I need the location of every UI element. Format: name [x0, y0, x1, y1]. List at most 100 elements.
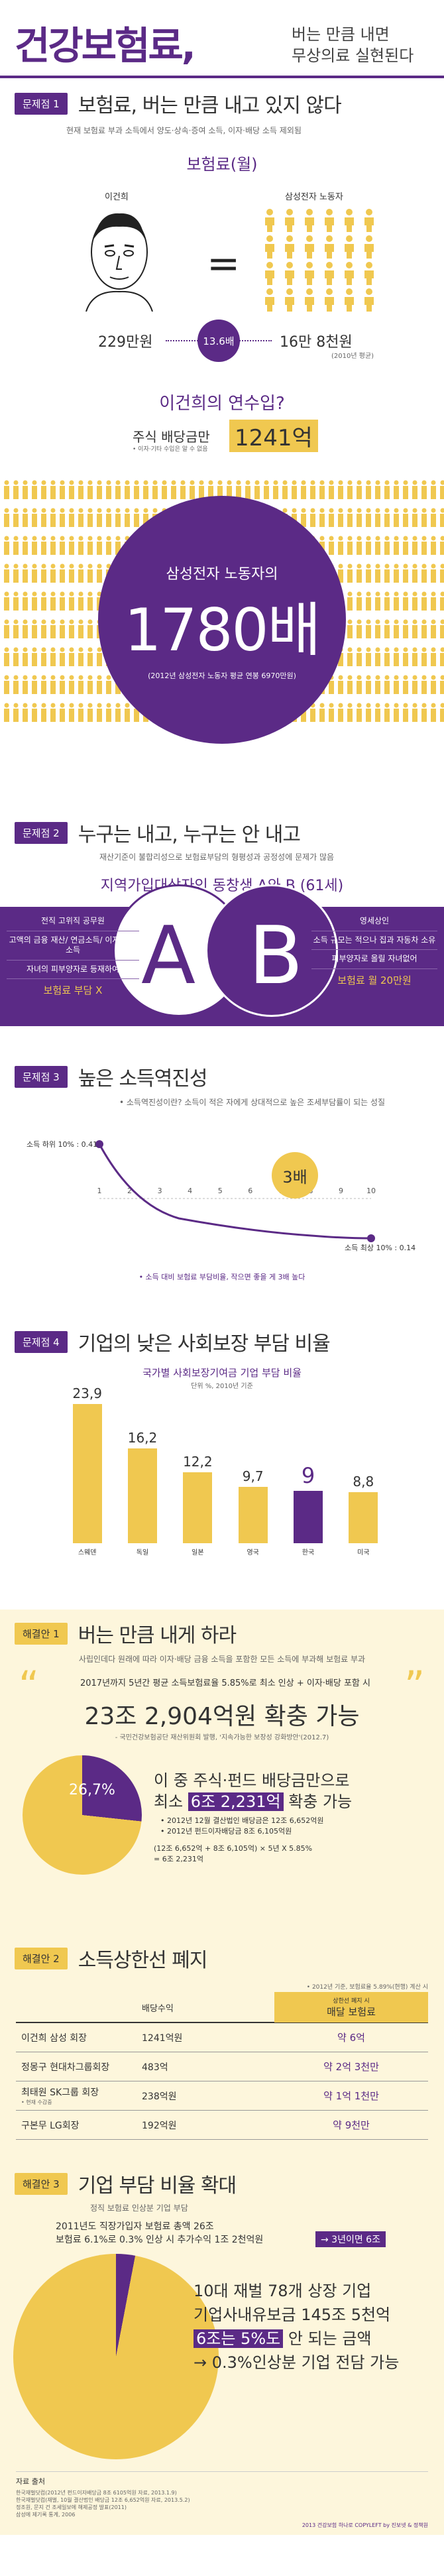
- crowd-person-icon: [78, 591, 83, 597]
- crowd-person-icon: [384, 619, 390, 624]
- crowd-person-icon: [134, 508, 139, 513]
- b-item-1: 영세상인: [311, 912, 437, 931]
- crowd-person-icon: [412, 703, 417, 708]
- crowd-person-body: [403, 681, 408, 694]
- crowd-person-icon: [431, 703, 436, 708]
- ratio-value: 13.6배: [203, 335, 235, 347]
- crowd-person-body: [375, 542, 380, 555]
- crowd-person-icon: [23, 508, 28, 513]
- crowd-person-icon: [78, 703, 83, 708]
- crowd-person-body: [4, 709, 9, 722]
- crowd-person-body: [282, 486, 288, 499]
- crowd-person-body: [366, 542, 371, 555]
- crowd-person-icon: [78, 508, 83, 513]
- crowd-person-icon: [329, 703, 334, 708]
- crowd-person-body: [375, 569, 380, 583]
- header-divider: [0, 76, 444, 78]
- bar-category-label: 독일: [136, 1549, 149, 1556]
- crowd-person-body: [97, 681, 102, 694]
- worker-icon: [345, 235, 354, 259]
- row-fee: 약 1억 1천만: [323, 2090, 379, 2102]
- crowd-person-body: [310, 486, 315, 499]
- problem4-tag: 문제점 4: [15, 1330, 68, 1353]
- problem3-tag: 문제점 3: [15, 1065, 68, 1088]
- crowd-person-body: [431, 681, 436, 694]
- copyright: 2013 건강보험 하나로 COPYLEFT by 진보넷 & 정책원: [302, 2522, 428, 2528]
- crowd-person-body: [384, 486, 390, 499]
- crowd-person-body: [32, 514, 37, 527]
- crowd-person-icon: [97, 563, 102, 569]
- crowd-person-icon: [412, 647, 417, 652]
- crowd-person-icon: [152, 480, 158, 485]
- crowd-person-icon: [394, 508, 399, 513]
- crowd-person-body: [273, 486, 278, 499]
- crowd-person-icon: [347, 480, 353, 485]
- crowd-person-icon: [78, 480, 83, 485]
- crowd-person-body: [394, 681, 399, 694]
- crowd-person-body: [338, 542, 343, 555]
- crowd-person-icon: [41, 480, 46, 485]
- crowd-person-body: [375, 514, 380, 527]
- row-fee: 약 2억 3천만: [323, 2061, 379, 2073]
- crowd-person-icon: [125, 508, 130, 513]
- crowd-person-body: [366, 597, 371, 611]
- crowd-person-body: [125, 709, 130, 722]
- crowd-person-icon: [357, 675, 362, 680]
- crowd-person-body: [421, 542, 427, 555]
- crowd-person-body: [106, 486, 111, 499]
- crowd-person-body: [329, 486, 334, 499]
- crowd-person-icon: [403, 508, 408, 513]
- crowd-person-icon: [403, 536, 408, 541]
- crowd-person-icon: [412, 563, 417, 569]
- dividend-label: 주식 배당금만: [133, 429, 210, 445]
- crowd-person-icon: [412, 591, 417, 597]
- crowd-person-icon: [134, 480, 139, 485]
- crowd-person-icon: [60, 480, 65, 485]
- crowd-person-body: [115, 486, 121, 499]
- crowd-person-icon: [347, 536, 353, 541]
- right-label: 소득 최상 10% : 0.14: [345, 1244, 416, 1252]
- a-list: 전직 고위직 공무원 고액의 금융 재산/ 연금소득/ 이자·배당 소득 자녀의…: [7, 912, 139, 1003]
- crowd-person-icon: [50, 675, 56, 680]
- crowd-person-body: [32, 542, 37, 555]
- crowd-person-body: [440, 486, 444, 499]
- bar-category-label: 스웨덴: [78, 1549, 97, 1556]
- crowd-person-body: [4, 569, 9, 583]
- crowd-person-body: [421, 597, 427, 611]
- crowd-person-icon: [32, 703, 37, 708]
- crowd-person-body: [394, 653, 399, 666]
- crowd-person-body: [143, 486, 148, 499]
- worker-icon: [265, 262, 274, 285]
- crowd-person-body: [69, 542, 74, 555]
- crowd-person-icon: [78, 536, 83, 541]
- claim-line1: 이 중 주식·펀드 배당금만으로: [154, 1767, 349, 1790]
- crowd-person-body: [60, 625, 65, 638]
- crowd-person-body: [375, 486, 380, 499]
- crowd-person-body: [301, 486, 306, 499]
- crowd-person-icon: [394, 619, 399, 624]
- a-fee: 보험료 부담 X: [43, 984, 103, 997]
- highlight-mark: 6조 2,231억: [188, 1792, 284, 1811]
- crowd-person-body: [69, 681, 74, 694]
- detail1: • 2012년 12월 결산법인 배당금은 12조 6,652억원: [160, 1816, 324, 1825]
- crowd-person-icon: [97, 703, 102, 708]
- crowd-person-icon: [32, 675, 37, 680]
- crowd-person-body: [32, 486, 37, 499]
- claim-line2-text: 최소 6조 2,231억 확충 가능: [154, 1792, 353, 1811]
- crowd-person-icon: [384, 647, 390, 652]
- source-1: 한국재벌닷컴(2012년 펀드이자배당금 8조 6105억원 자료, 2013.…: [16, 2490, 177, 2496]
- crowd-person-icon: [106, 508, 111, 513]
- crowd-person-icon: [106, 675, 111, 680]
- crowd-person-icon: [23, 703, 28, 708]
- crowd-person-body: [329, 514, 334, 527]
- crowd-person-body: [87, 597, 93, 611]
- crowd-person-icon: [217, 480, 223, 485]
- crowd-person-body: [357, 681, 362, 694]
- claim-line1-text: 이 중 주식·펀드 배당금만으로: [154, 1771, 350, 1790]
- crowd-person-icon: [431, 647, 436, 652]
- crowd-person-icon: [403, 703, 408, 708]
- lee-portrait: [85, 213, 153, 312]
- problem1-tag: 문제점 1: [15, 92, 68, 115]
- crowd-person-body: [78, 569, 83, 583]
- right-point: [367, 1234, 375, 1242]
